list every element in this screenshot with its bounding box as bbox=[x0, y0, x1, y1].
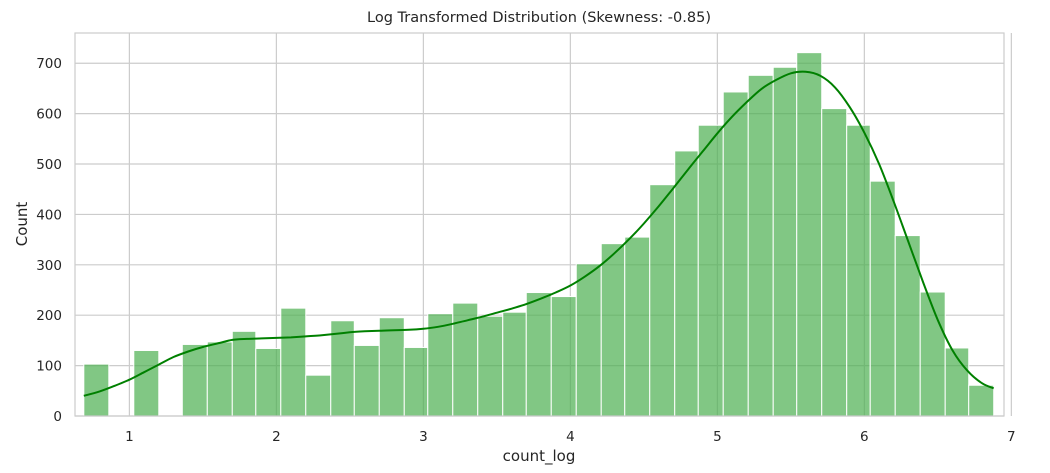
histogram-bar bbox=[821, 108, 848, 417]
histogram-bar bbox=[133, 349, 160, 417]
histogram-bar bbox=[600, 243, 626, 417]
histogram-bar bbox=[624, 236, 651, 417]
histogram-bar bbox=[796, 52, 823, 417]
y-axis-label: Count bbox=[13, 202, 31, 247]
histogram-bar bbox=[550, 296, 577, 417]
histogram-bar bbox=[674, 150, 699, 417]
y-axis-ticks: 0 100 200 300 400 500 600 700 bbox=[36, 56, 62, 425]
plot-frame bbox=[74, 32, 1005, 417]
x-tick-label: 7 bbox=[1007, 429, 1016, 445]
y-tick-label: 700 bbox=[36, 56, 62, 72]
histogram-bar bbox=[353, 344, 380, 417]
y-tick-label: 100 bbox=[36, 359, 62, 375]
histogram-bar bbox=[255, 347, 282, 417]
y-tick-label: 0 bbox=[53, 409, 62, 425]
x-tick-label: 6 bbox=[860, 429, 869, 445]
y-tick-label: 600 bbox=[36, 107, 62, 123]
y-tick-label: 200 bbox=[36, 308, 62, 324]
y-tick-label: 400 bbox=[36, 207, 62, 223]
histogram-bar bbox=[502, 311, 527, 417]
histogram-bar bbox=[330, 320, 355, 417]
histogram-bar bbox=[697, 124, 724, 417]
histogram-bar bbox=[305, 374, 332, 417]
y-tick-label: 300 bbox=[36, 258, 62, 274]
histogram-bar bbox=[575, 263, 602, 417]
histogram-bar bbox=[280, 307, 307, 417]
histogram-bar bbox=[477, 315, 504, 417]
histogram-bar bbox=[747, 74, 774, 417]
histogram-bar bbox=[772, 66, 798, 417]
chart-title: Log Transformed Distribution (Skewness: … bbox=[367, 10, 711, 26]
x-axis-ticks: 1 2 3 4 5 6 7 bbox=[125, 429, 1016, 445]
histogram-bar bbox=[919, 291, 946, 417]
histogram-bar bbox=[403, 346, 429, 417]
histogram-bar bbox=[231, 330, 257, 417]
histogram-bar bbox=[427, 313, 454, 417]
histogram-bar bbox=[846, 124, 871, 417]
x-axis-label: count_log bbox=[503, 447, 576, 466]
histogram-bar bbox=[649, 184, 676, 417]
histogram-bar bbox=[378, 317, 405, 417]
histogram-bar bbox=[525, 292, 552, 417]
y-tick-label: 500 bbox=[36, 157, 62, 173]
histogram-bar bbox=[968, 384, 995, 417]
histogram-bar bbox=[181, 343, 208, 417]
histogram-bar bbox=[869, 180, 896, 417]
histogram-bar bbox=[206, 341, 233, 417]
x-tick-label: 4 bbox=[566, 429, 575, 445]
x-tick-label: 1 bbox=[125, 429, 134, 445]
x-tick-label: 3 bbox=[419, 429, 428, 445]
x-tick-label: 5 bbox=[713, 429, 722, 445]
histogram-bars bbox=[83, 52, 995, 417]
histogram-bar bbox=[722, 91, 749, 417]
kde-curve bbox=[83, 70, 995, 397]
x-tick-label: 2 bbox=[272, 429, 281, 445]
